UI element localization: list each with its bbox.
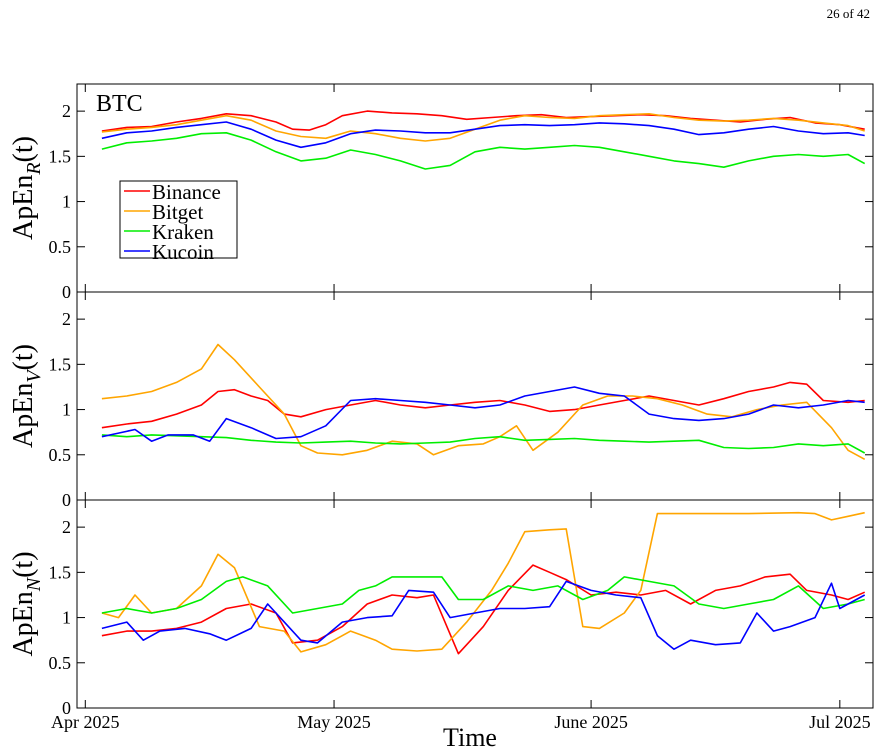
series-line-binance — [101, 564, 866, 655]
y-tick-label: 1.5 — [49, 562, 72, 582]
series-line-kraken — [101, 434, 866, 454]
legend-label-kraken: Kraken — [152, 220, 214, 244]
y-tick-label: 0 — [62, 282, 71, 302]
x-tick-label: Apr 2025 — [51, 712, 120, 732]
asset-label: BTC — [96, 91, 143, 117]
y-axis-label-sub: V — [23, 368, 45, 383]
series-line-bitget — [101, 511, 865, 653]
y-axis-label: ApEnR(t) — [8, 136, 45, 240]
y-tick-label: 0.5 — [49, 445, 72, 465]
panel-r: 0 0.5 1 1.5 2 ApEnR(t) — [8, 83, 874, 302]
x-tick-label: June 2025 — [554, 712, 628, 732]
series-line-kraken — [101, 576, 865, 614]
legend-box — [119, 180, 238, 259]
series-line-kucoin — [101, 386, 865, 443]
y-tick-label: 1 — [62, 608, 71, 628]
y-tick-label: 1.5 — [49, 146, 72, 166]
y-axis-label-sub: N — [23, 576, 45, 592]
y-tick-label: 1 — [62, 400, 71, 420]
series-line-bitget — [101, 343, 866, 461]
panel-n: 0 0.5 1 1.5 2 ApEnN(t) — [8, 499, 874, 718]
y-tick-label: 2 — [62, 309, 71, 329]
y-tick-label: 1.5 — [49, 354, 72, 374]
x-tick-label: May 2025 — [297, 712, 371, 732]
panel-frame — [76, 291, 874, 501]
panel-v: 0 0.5 1 1.5 2 ApEnV(t) — [8, 291, 874, 510]
y-axis-label-main: ApEn — [8, 383, 39, 448]
legend-label-kucoin: Kucoin — [152, 240, 214, 264]
y-tick-label: 0.5 — [49, 653, 72, 673]
y-axis-label-main: ApEn — [8, 591, 39, 656]
y-axis-label-tail: (t) — [8, 344, 39, 370]
y-axis-label-tail: (t) — [8, 551, 39, 577]
y-tick-label: 0 — [62, 490, 71, 510]
series-line-binance — [101, 381, 865, 429]
y-axis-label: ApEnN(t) — [8, 551, 45, 656]
y-tick-label: 0.5 — [49, 237, 72, 257]
y-tick-label: 0 — [62, 698, 71, 718]
legend-label-bitget: Bitget — [152, 200, 203, 224]
series-line-kraken — [101, 132, 866, 170]
y-axis-label-tail: (t) — [8, 136, 39, 162]
y-tick-label: 1 — [62, 192, 71, 212]
series-line-bitget — [101, 113, 865, 142]
x-axis-label: Time — [443, 723, 497, 752]
x-tick-label: Jul 2025 — [809, 712, 871, 732]
panel-frame — [76, 499, 874, 709]
y-tick-label: 2 — [62, 101, 71, 121]
y-axis-label-sub: R — [23, 162, 45, 175]
series-line-kucoin — [101, 121, 865, 149]
y-tick-label: 2 — [62, 517, 71, 537]
legend-label-binance: Binance — [152, 180, 221, 204]
series-line-kucoin — [101, 580, 866, 651]
page-number: 26 of 42 — [826, 6, 870, 21]
y-axis-label-main: ApEn — [8, 175, 39, 240]
y-axis-label: ApEnV(t) — [8, 344, 45, 448]
